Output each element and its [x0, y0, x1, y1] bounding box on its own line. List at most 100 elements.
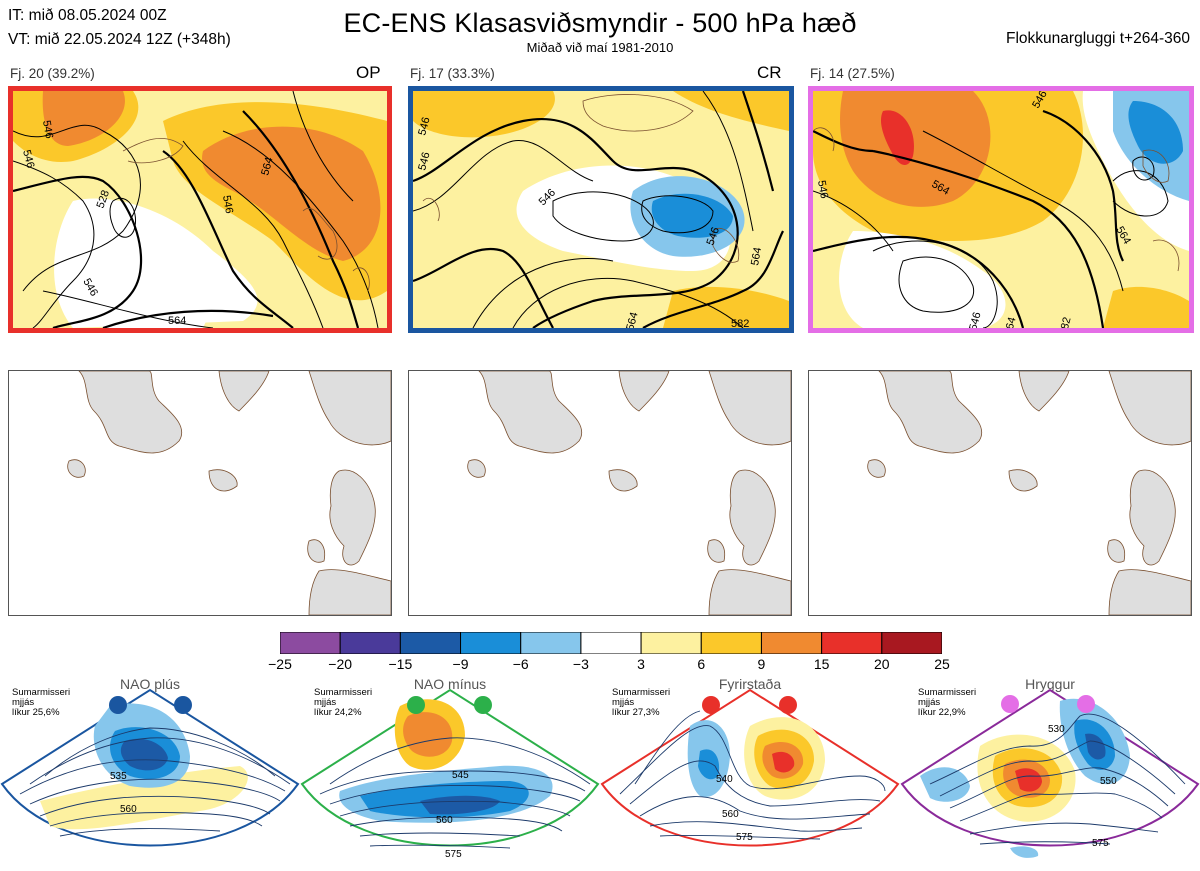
cluster-3-contour-label: 546 — [815, 179, 830, 199]
regime-dot — [407, 696, 425, 714]
cluster-3-map[interactable]: 546 564 546 564 564 546 582 — [808, 86, 1194, 333]
empty-map-3[interactable] — [808, 370, 1192, 616]
cluster-3-contour-label: 564 — [1002, 316, 1018, 328]
colorbar-swatch — [279, 631, 341, 655]
cluster-1-contour-label: 546 — [40, 119, 55, 139]
colorbar-tick: −15 — [388, 656, 413, 672]
regime-note: Sumarmisseri mjjás líkur 25,6% — [12, 687, 71, 718]
colorbar-swatch — [640, 631, 702, 655]
colorbar-swatch — [399, 631, 462, 655]
regime-contour-label: 560 — [722, 809, 739, 820]
empty-map-2[interactable] — [408, 370, 792, 616]
colorbar-tick: 6 — [697, 656, 706, 672]
colorbar-tick: −9 — [452, 656, 469, 672]
regime-map-nao-minus: 545 560 575 — [300, 688, 600, 860]
regime-blocking[interactable]: Fyrirstaða Sumarmisseri mjjás líkur 27,3… — [600, 676, 900, 871]
cluster-3-contour-label: 546 — [967, 311, 983, 328]
regime-contour-label: 550 — [1100, 776, 1117, 787]
cluster-2-contour-label: 546 — [416, 116, 432, 137]
regime-title: NAO plús — [120, 676, 180, 692]
regime-dot — [174, 696, 192, 714]
cluster-3-anomaly-map: 546 564 546 564 564 546 582 — [813, 91, 1189, 328]
regime-contour-label: 545 — [452, 770, 469, 781]
regime-map-ridge: 530 550 575 — [900, 688, 1200, 858]
regime-nao-plus[interactable]: NAO plús Sumarmisseri mjjás líkur 25,6% … — [0, 676, 300, 871]
colorbar-swatch — [700, 631, 762, 655]
regime-dot — [702, 696, 720, 714]
cluster-1-map[interactable]: 546 546 528 546 564 564 546 — [8, 86, 392, 333]
cluster-1-contour-label: 564 — [168, 315, 186, 327]
regime-note: Sumarmisseri mjjás líkur 22,9% — [918, 687, 977, 718]
cluster-3-label: Fj. 14 (27.5%) — [810, 66, 895, 81]
empty-map-3-coastline — [867, 371, 1191, 615]
cluster-2-anomaly-map: 546 546 546 564 546 564 582 — [413, 91, 789, 328]
page-subtitle: Miðað við maí 1981-2010 — [526, 40, 674, 55]
regime-contour-label: 530 — [1048, 724, 1065, 735]
empty-map-1-coastline — [67, 371, 391, 615]
regime-contour-label: 540 — [716, 774, 733, 785]
colorbar-swatch — [881, 631, 943, 655]
run-info: IT: mið 08.05.2024 00Z VT: mið 22.05.202… — [8, 4, 231, 52]
colorbar-swatch — [520, 631, 582, 655]
regime-title: NAO mínus — [413, 676, 487, 692]
regime-contour-label: 535 — [110, 771, 127, 782]
regime-dot — [474, 696, 492, 714]
colorbar-tick: 3 — [637, 656, 645, 672]
cluster-1-contour-label: 564 — [259, 156, 275, 177]
cluster-2-map[interactable]: 546 546 546 564 546 564 582 — [408, 86, 794, 333]
cluster-2-contour-label: 564 — [624, 311, 640, 328]
regime-title: Fyrirstaða — [718, 676, 782, 692]
colorbar-swatch — [760, 631, 823, 655]
cluster-2-contour-label: 546 — [416, 151, 432, 172]
page-title: EC-ENS Klasasviðsmyndir - 500 hPa hæð — [343, 8, 857, 38]
valid-time: VT: mið 22.05.2024 12Z (+348h) — [8, 31, 231, 48]
cluster-2-contour-label: 582 — [731, 318, 749, 328]
regime-dot — [779, 696, 797, 714]
colorbar-tick: −25 — [268, 656, 292, 672]
cluster-2-label: Fj. 17 (33.3%) — [410, 66, 495, 81]
regime-contour-label: 575 — [445, 849, 462, 860]
regime-contour-label: 560 — [120, 804, 137, 815]
cluster-2-contour-label: 564 — [749, 246, 764, 266]
colorbar-swatches — [279, 631, 943, 655]
cluster-3-contour-label: 582 — [1057, 316, 1073, 328]
classification-window: Flokkunargluggi t+264-360 — [1006, 30, 1190, 47]
regime-note: Sumarmisseri mjjás líkur 24,2% — [314, 687, 373, 718]
regime-dot — [1001, 695, 1019, 713]
regime-map-blocking: 540 560 575 — [600, 688, 900, 847]
colorbar-tick: 9 — [757, 656, 766, 672]
regime-nao-minus[interactable]: NAO mínus Sumarmisseri mjjás líkur 24,2%… — [300, 676, 600, 871]
initial-time: IT: mið 08.05.2024 00Z — [8, 7, 167, 24]
cluster-1-anomaly-map: 546 546 528 546 564 564 546 — [13, 91, 387, 328]
colorbar-tick: −3 — [572, 656, 589, 672]
regime-ridge[interactable]: Hryggur Sumarmisseri mjjás líkur 22,9% 5… — [900, 676, 1200, 871]
colorbar-swatch — [821, 631, 883, 655]
regime-title: Hryggur — [1025, 676, 1075, 692]
colorbar-tick: −6 — [512, 656, 529, 672]
empty-map-2-coastline — [467, 371, 791, 615]
colorbar-tick: −20 — [328, 656, 353, 672]
cluster-1-label: Fj. 20 (39.2%) — [10, 66, 95, 81]
colorbar-tick: 15 — [813, 656, 830, 672]
regime-map-nao-plus: 535 560 — [0, 688, 300, 847]
regime-contour-label: 575 — [1092, 838, 1109, 849]
regime-note: Sumarmisseri mjjás líkur 27,3% — [612, 687, 671, 718]
regime-contour-label: 560 — [436, 815, 453, 826]
cluster-2-contour-label: 546 — [705, 226, 723, 247]
regime-dot — [109, 696, 127, 714]
empty-map-1[interactable] — [8, 370, 392, 616]
regime-contour-label: 575 — [736, 832, 753, 843]
cluster-1-contour-label: 528 — [95, 189, 113, 210]
colorbar-swatch — [580, 631, 642, 655]
cluster-2-tag: CR — [757, 63, 782, 82]
colorbar-tick: 20 — [874, 656, 890, 672]
regime-dot — [1077, 695, 1095, 713]
cluster-1-contour-label: 546 — [20, 149, 36, 170]
cluster-1-tag: OP — [356, 63, 381, 82]
colorbar-ticks: −25 −20 −15 −9 −6 −3 3 6 9 15 20 25 — [268, 656, 950, 674]
colorbar-swatch — [339, 631, 401, 655]
colorbar-swatch — [460, 631, 522, 655]
cluster-1-contour-label: 546 — [220, 194, 235, 214]
colorbar — [279, 631, 943, 655]
colorbar-tick: 25 — [934, 656, 950, 672]
